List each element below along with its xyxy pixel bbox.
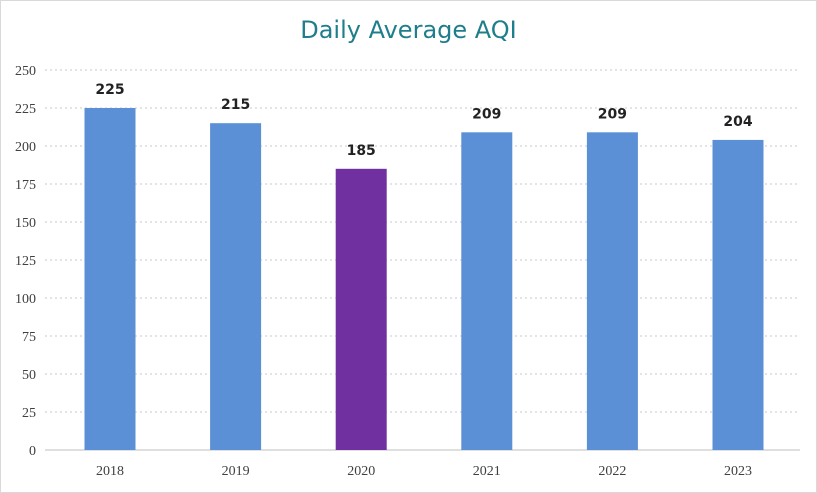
x-tick-label-2020: 2020 — [347, 464, 375, 479]
y-tick-label: 75 — [22, 330, 36, 345]
data-label-2022: 209 — [598, 106, 627, 122]
y-tick-label: 150 — [15, 216, 36, 231]
x-tick-label-2022: 2022 — [598, 464, 626, 479]
chart-title: Daily Average AQI — [300, 16, 517, 44]
bar-2021 — [461, 132, 513, 450]
y-tick-label: 200 — [15, 140, 36, 155]
bar-2019 — [210, 123, 262, 450]
y-tick-label: 25 — [22, 406, 36, 421]
data-label-2020: 185 — [347, 143, 376, 159]
y-tick-label: 100 — [15, 292, 36, 307]
y-tick-label: 50 — [22, 368, 36, 383]
y-tick-label: 175 — [15, 178, 36, 193]
x-tick-label-2021: 2021 — [473, 464, 501, 479]
y-tick-label: 125 — [15, 254, 36, 269]
bar-layer — [84, 108, 764, 451]
x-tick-label-2023: 2023 — [724, 464, 752, 479]
y-tick-label: 225 — [15, 102, 36, 117]
bar-2023 — [712, 139, 764, 451]
x-tick-label-2019: 2019 — [222, 464, 250, 479]
label-layer: 225 215 185 209 209 204 — [95, 82, 752, 159]
data-label-2023: 204 — [723, 114, 752, 130]
bar-2022 — [586, 132, 638, 450]
grid-layer — [45, 69, 800, 413]
y-tick-label: 0 — [29, 444, 36, 459]
y-tick-label: 250 — [15, 64, 36, 79]
x-tick-label-2018: 2018 — [96, 464, 124, 479]
data-label-2021: 209 — [472, 106, 501, 122]
bar-2020 — [335, 168, 387, 451]
axis-layer: 0 25 50 75 100 125 150 175 200 225 250 2018 2019 2020… — [15, 64, 800, 479]
bar-2018 — [84, 108, 136, 450]
data-label-2019: 215 — [221, 97, 250, 113]
data-label-2018: 225 — [95, 82, 124, 98]
